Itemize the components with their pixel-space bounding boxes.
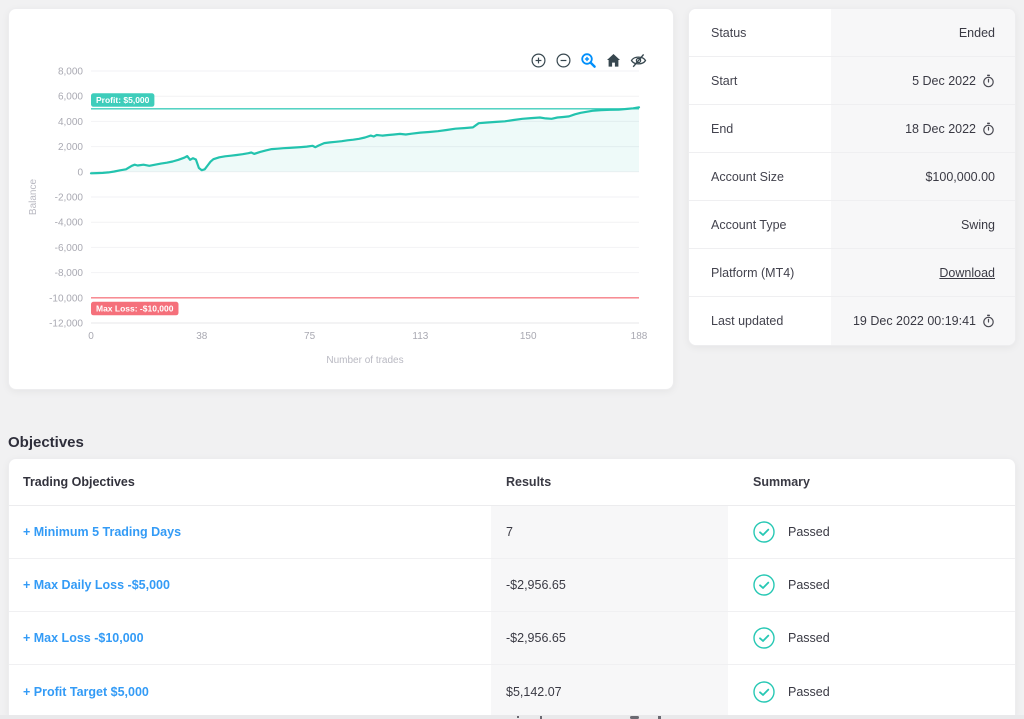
detail-row-status: Status Ended xyxy=(689,9,1015,57)
objective-result: -$2,956.65 xyxy=(491,559,728,611)
last-updated-value: 19 Dec 2022 00:19:41 xyxy=(852,314,976,328)
objective-row-profit-target: + Profit Target $5,000 $5,142.07 Passed xyxy=(9,665,1015,715)
account-size-value: $100,000.00 xyxy=(925,169,995,184)
svg-text:188: 188 xyxy=(631,331,648,342)
detail-label: Account Size xyxy=(689,153,831,200)
check-circle-icon xyxy=(753,627,775,649)
check-circle-icon xyxy=(753,680,775,703)
svg-text:Profit: $5,000: Profit: $5,000 xyxy=(96,95,150,105)
detail-label: End xyxy=(689,105,831,152)
objectives-section-title: Objectives xyxy=(8,434,84,451)
svg-text:113: 113 xyxy=(412,331,428,342)
objective-row-max-daily-loss: + Max Daily Loss -$5,000 -$2,956.65 Pass… xyxy=(9,559,1015,612)
objective-result: -$2,956.65 xyxy=(491,612,728,664)
objective-result: 7 xyxy=(491,506,728,558)
column-header-trading-objectives: Trading Objectives xyxy=(23,475,135,489)
objective-link[interactable]: + Max Loss -$10,000 xyxy=(23,631,144,645)
svg-text:Max Loss: -$10,000: Max Loss: -$10,000 xyxy=(96,303,174,313)
balance-chart-card: 8,000 6,000 4,000 2,000 0 -2,000 -4,000 -6,000 -… xyxy=(8,8,674,390)
objective-result: $5,142.07 xyxy=(491,665,728,715)
start-date-value: 5 Dec 2022 xyxy=(912,73,976,88)
objectives-card: Trading Objectives Results Summary + Min… xyxy=(8,458,1016,716)
chart-toolbar xyxy=(529,51,647,69)
account-details-table: Status Ended Start 5 Dec 2022 End 18 Dec… xyxy=(689,9,1015,345)
zoom-out-icon[interactable] xyxy=(554,51,572,69)
download-link[interactable]: Download xyxy=(939,265,995,280)
end-date-value: 18 Dec 2022 xyxy=(905,121,976,136)
detail-label: Start xyxy=(689,57,831,104)
objective-status-label: Passed xyxy=(788,525,830,539)
svg-text:Number of trades: Number of trades xyxy=(326,355,403,366)
objective-status-label: Passed xyxy=(788,684,830,699)
svg-text:0: 0 xyxy=(88,331,94,342)
detail-row-start: Start 5 Dec 2022 xyxy=(689,57,1015,105)
objective-link[interactable]: + Minimum 5 Trading Days xyxy=(23,525,182,539)
svg-text:4,000: 4,000 xyxy=(58,117,83,128)
detail-label: Status xyxy=(689,9,831,56)
svg-text:75: 75 xyxy=(304,331,316,342)
svg-text:-4,000: -4,000 xyxy=(55,218,84,229)
svg-text:-8,000: -8,000 xyxy=(55,268,84,279)
selection-zoom-icon[interactable] xyxy=(579,51,597,69)
objective-link[interactable]: + Profit Target $5,000 xyxy=(23,684,149,699)
cutoff-next-section xyxy=(0,715,1024,719)
stopwatch-icon xyxy=(982,74,995,88)
objective-link[interactable]: + Max Daily Loss -$5,000 xyxy=(23,578,170,592)
column-header-summary: Summary xyxy=(753,475,810,489)
balance-line-chart[interactable]: 8,000 6,000 4,000 2,000 0 -2,000 -4,000 -6,000 -… xyxy=(9,9,675,391)
stopwatch-icon xyxy=(982,314,995,328)
svg-text:8,000: 8,000 xyxy=(58,67,83,78)
objectives-table-header: Trading Objectives Results Summary xyxy=(9,459,1015,506)
detail-row-platform: Platform (MT4) Download xyxy=(689,249,1015,297)
svg-text:-10,000: -10,000 xyxy=(49,293,83,304)
objective-status-label: Passed xyxy=(788,631,830,645)
account-type-value: Swing xyxy=(960,217,995,232)
detail-row-end: End 18 Dec 2022 xyxy=(689,105,1015,153)
eye-slash-icon[interactable] xyxy=(629,51,647,69)
detail-label: Platform (MT4) xyxy=(689,249,831,296)
column-header-results: Results xyxy=(506,475,552,489)
objective-row-max-loss: + Max Loss -$10,000 -$2,956.65 Passed xyxy=(9,612,1015,665)
objective-row-min-trading-days: + Minimum 5 Trading Days 7 Passed xyxy=(9,506,1015,559)
detail-row-last-updated: Last updated 19 Dec 2022 00:19:41 xyxy=(689,297,1015,345)
svg-text:150: 150 xyxy=(520,331,537,342)
objective-status-label: Passed xyxy=(788,578,830,592)
stopwatch-icon xyxy=(982,122,995,136)
home-icon[interactable] xyxy=(604,51,622,69)
svg-text:6,000: 6,000 xyxy=(58,92,83,103)
detail-label: Last updated xyxy=(689,297,831,345)
zoom-in-icon[interactable] xyxy=(529,51,547,69)
svg-text:38: 38 xyxy=(196,331,208,342)
svg-text:0: 0 xyxy=(77,167,83,178)
svg-text:Balance: Balance xyxy=(28,178,39,215)
svg-text:-6,000: -6,000 xyxy=(55,243,84,254)
svg-text:2,000: 2,000 xyxy=(58,142,83,153)
svg-text:-2,000: -2,000 xyxy=(55,193,84,204)
check-circle-icon xyxy=(753,574,775,596)
account-details-card: Status Ended Start 5 Dec 2022 End 18 Dec… xyxy=(688,8,1016,346)
check-circle-icon xyxy=(753,521,775,543)
status-value: Ended xyxy=(958,25,995,40)
detail-row-account-type: Account Type Swing xyxy=(689,201,1015,249)
detail-row-account-size: Account Size $100,000.00 xyxy=(689,153,1015,201)
svg-text:-12,000: -12,000 xyxy=(49,319,83,330)
detail-label: Account Type xyxy=(689,201,831,248)
